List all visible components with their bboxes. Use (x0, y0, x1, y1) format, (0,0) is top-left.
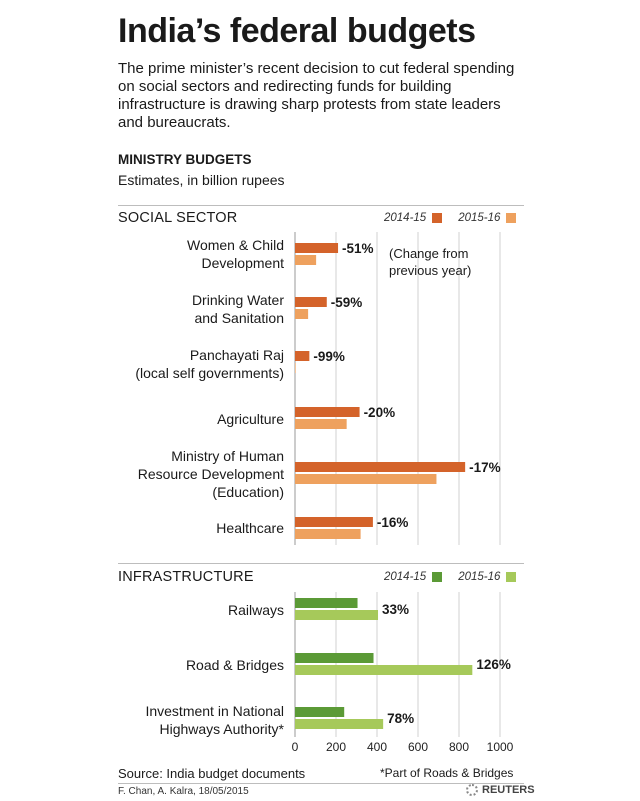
legend-item-2014: 2014-15 (384, 212, 443, 224)
bar-2014-15 (295, 517, 373, 527)
bar-2014-15 (295, 407, 360, 417)
x-tick-label: 400 (367, 740, 387, 754)
social-separator (118, 205, 524, 206)
bar-2015-16 (295, 610, 379, 620)
category-label-line: Drinking Water (191, 292, 284, 308)
change-label: -17% (469, 460, 501, 475)
bar-2014-15 (295, 351, 310, 361)
x-tick-label: 200 (326, 740, 346, 754)
category-label-women: Women & Child Development (4, 236, 284, 272)
bar-2014-15 (295, 653, 374, 663)
category-label-highways: Investment in National Highways Authorit… (4, 702, 284, 738)
legend-label-2015: 2015-16 (458, 571, 501, 583)
legend-swatch-2014 (432, 213, 443, 223)
change-label: 78% (387, 711, 414, 726)
category-label-agriculture: Agriculture (4, 410, 284, 428)
change-label: -59% (331, 295, 363, 310)
category-label-line: Healthcare (216, 520, 284, 536)
legend-item-2015: 2015-16 (458, 571, 517, 583)
reuters-wordmark: REUTERS (482, 784, 535, 796)
category-label-line: (local self governments) (135, 365, 284, 381)
change-label: -16% (377, 515, 409, 530)
annotation-change-note: (Change from (389, 246, 468, 261)
bar-2015-16 (295, 309, 309, 319)
change-label: 33% (382, 602, 409, 617)
reuters-logo-icon (466, 784, 478, 796)
footnote: *Part of Roads & Bridges (380, 766, 514, 780)
legend-swatch-2015 (506, 213, 517, 223)
x-tick-label: 0 (292, 740, 299, 754)
category-label-line: Resource Development (137, 466, 284, 482)
bar-2015-16 (295, 419, 347, 429)
chart-intro: The prime minister’s recent decision to … (118, 60, 515, 131)
legend-label-2014: 2014-15 (384, 571, 427, 583)
category-label-line: Road & Bridges (185, 657, 284, 673)
bar-2015-16 (295, 665, 473, 675)
category-label-line: Ministry of Human (171, 448, 284, 464)
category-label-railways: Railways (4, 601, 284, 619)
credit-line: F. Chan, A. Kalra, 18/05/2015 (118, 786, 249, 797)
infra-legend: 2014-15 2015-16 (384, 571, 517, 583)
category-label-line: (Education) (212, 484, 284, 500)
social-legend: 2014-15 2015-16 (384, 212, 517, 224)
x-tick-label: 600 (408, 740, 428, 754)
infra-separator (118, 563, 524, 564)
infra-section-title: INFRASTRUCTURE (118, 569, 254, 585)
category-label-health: Healthcare (4, 519, 284, 537)
change-label: 126% (476, 657, 511, 672)
change-label: -20% (364, 405, 396, 420)
chart-subhead: MINISTRY BUDGETS (118, 152, 252, 167)
change-label: -51% (342, 241, 374, 256)
category-label-roads: Road & Bridges (4, 656, 284, 674)
change-label: -99% (313, 349, 345, 364)
category-label-line: Development (201, 255, 285, 271)
social-section-title: SOCIAL SECTOR (118, 210, 238, 226)
legend-label-2014: 2014-15 (384, 212, 427, 224)
bar-2015-16 (295, 529, 361, 539)
bar-2014-15 (295, 297, 327, 307)
bar-2015-16 (295, 363, 296, 373)
bar-2014-15 (295, 462, 466, 472)
bar-2015-16 (295, 255, 317, 265)
category-label-water: Drinking Water and Sanitation (4, 291, 284, 327)
chart-title: India’s federal budgets (118, 12, 476, 50)
legend-label-2015: 2015-16 (458, 212, 501, 224)
x-tick-label: 800 (449, 740, 469, 754)
legend-swatch-2015 (506, 572, 517, 582)
category-label-line: Investment in National (145, 703, 284, 719)
source-note: Source: India budget documents (118, 766, 306, 781)
chart-units: Estimates, in billion rupees (118, 172, 285, 188)
annotation-change-note: previous year) (389, 263, 471, 278)
bar-2014-15 (295, 707, 345, 717)
category-label-line: Panchayati Raj (189, 347, 284, 363)
reuters-logo: REUTERS (466, 784, 535, 796)
bar-2014-15 (295, 598, 358, 608)
category-label-line: Women & Child (186, 237, 284, 253)
category-label-line: and Sanitation (194, 310, 284, 326)
x-tick-label: 1000 (487, 740, 514, 754)
legend-item-2014: 2014-15 (384, 571, 443, 583)
bar-2015-16 (295, 719, 384, 729)
category-label-line: Agriculture (217, 411, 284, 427)
category-label-panchayati: Panchayati Raj (local self governments) (4, 346, 284, 382)
legend-swatch-2014 (432, 572, 443, 582)
footer-rule (118, 783, 524, 784)
category-label-line: Highways Authority* (159, 721, 284, 737)
category-label-line: Railways (227, 602, 284, 618)
legend-item-2015: 2015-16 (458, 212, 517, 224)
category-label-hrd: Ministry of Human Resource Development (… (4, 447, 284, 501)
bar-2014-15 (295, 243, 339, 253)
bar-2015-16 (295, 474, 437, 484)
